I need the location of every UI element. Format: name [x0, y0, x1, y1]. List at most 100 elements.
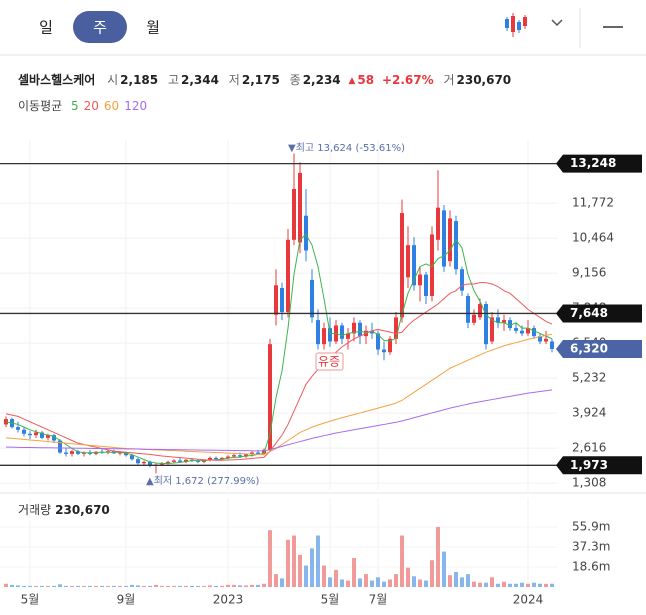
volume-value: 230,670 [457, 73, 512, 87]
candle-body [316, 320, 320, 345]
volume-bar [58, 584, 62, 587]
volume-bar [490, 577, 494, 587]
period-tabs: 일 주 월 [39, 11, 160, 43]
price-badge [556, 304, 642, 323]
volume-bar [454, 571, 458, 587]
volume-bar [124, 585, 128, 587]
volume-bar [316, 535, 320, 587]
open-value: 2,185 [120, 73, 158, 87]
volume-title: 거래량 [18, 503, 51, 517]
candle-body [28, 433, 32, 436]
candle-body [370, 330, 374, 334]
y-tick-label: 11,772 [572, 196, 614, 210]
candle-body [412, 245, 416, 286]
volume-bar [364, 574, 368, 587]
candle-body [490, 317, 494, 342]
price-badge-label: 7,648 [570, 306, 608, 320]
volume-bar [544, 583, 548, 587]
volume-bar [76, 585, 80, 587]
volume-bar [262, 583, 266, 587]
volume-bar [106, 585, 110, 587]
tab-week[interactable]: 주 [93, 19, 107, 37]
candle-body [532, 328, 536, 337]
volume-label: 거 [443, 73, 454, 87]
candle-body [460, 269, 464, 291]
y-tick-label: 3,924 [572, 406, 606, 420]
candle-body [502, 320, 506, 323]
volume-bar [418, 579, 422, 587]
candle-body [208, 457, 212, 460]
open-label: 시 [107, 73, 118, 87]
volume-bar [538, 583, 542, 587]
candle-body [196, 460, 200, 462]
y-tick-label: 55.9m [572, 520, 610, 534]
close-value: 2,234 [303, 73, 341, 87]
volume-bar [340, 579, 344, 587]
volume-bar [310, 548, 314, 587]
volume-bar [10, 584, 14, 587]
candle-body [496, 317, 500, 323]
volume-bar [394, 574, 398, 587]
price-badge [556, 456, 642, 475]
volume-bar [388, 579, 392, 587]
volume-bar [16, 585, 20, 587]
volume-bar [208, 585, 212, 587]
candle-body [256, 452, 260, 454]
volume-bar [412, 576, 416, 587]
candle-body [310, 279, 314, 318]
candle-body [232, 455, 236, 457]
tab-day[interactable]: 일 [39, 19, 53, 37]
chart-type-button[interactable] [505, 13, 527, 37]
candle-body [340, 325, 344, 339]
candle-body [550, 341, 554, 349]
volume-bar [496, 583, 500, 587]
volume-bar [358, 578, 362, 587]
tab-month[interactable]: 월 [146, 19, 160, 37]
volume-bar [118, 585, 122, 587]
volume-bar [190, 585, 194, 587]
candle-body [58, 440, 62, 453]
candle-body [52, 435, 56, 441]
x-tick-label: 9월 [117, 593, 136, 607]
candle-body [70, 451, 74, 454]
volume-last: 230,670 [55, 503, 110, 517]
candle-body [166, 461, 170, 464]
volume-bar [334, 569, 338, 587]
last-price-label: 6,320 [570, 341, 608, 355]
volume-bar [238, 585, 242, 587]
volume-bar [532, 582, 536, 587]
candle-body [544, 338, 548, 342]
y-tick-label: 9,156 [572, 266, 606, 280]
candle-body [184, 459, 188, 462]
candle-body [142, 461, 146, 464]
price-badge-label: 13,248 [570, 156, 616, 170]
candle-body [388, 338, 392, 353]
candle-body [286, 239, 290, 313]
dropdown-chevron[interactable] [551, 19, 563, 27]
candle-body [430, 234, 434, 297]
candle-body [406, 245, 410, 278]
volume-bar [430, 560, 434, 587]
y-tick-label: 37.3m [572, 540, 610, 554]
candle-body [76, 451, 80, 454]
volume-bar [448, 575, 452, 587]
volume-bar [442, 551, 446, 587]
candle-body [508, 320, 512, 329]
candle-body [304, 215, 308, 251]
volume-bar [94, 585, 98, 587]
volume-bar [382, 581, 386, 587]
volume-bar [256, 584, 260, 587]
volume-bar [352, 558, 356, 587]
volume-bar [268, 530, 272, 587]
event-label: 유증 [318, 355, 340, 369]
volume-bar [148, 585, 152, 587]
candle-body [472, 314, 476, 323]
candle-body [466, 296, 470, 323]
volume-bar [22, 585, 26, 587]
low-value: 2,175 [242, 73, 280, 87]
candle-body [400, 213, 404, 318]
candle-body [382, 349, 386, 353]
volume-bar [232, 584, 236, 587]
candle-body [376, 333, 380, 350]
volume-bar [400, 535, 404, 587]
